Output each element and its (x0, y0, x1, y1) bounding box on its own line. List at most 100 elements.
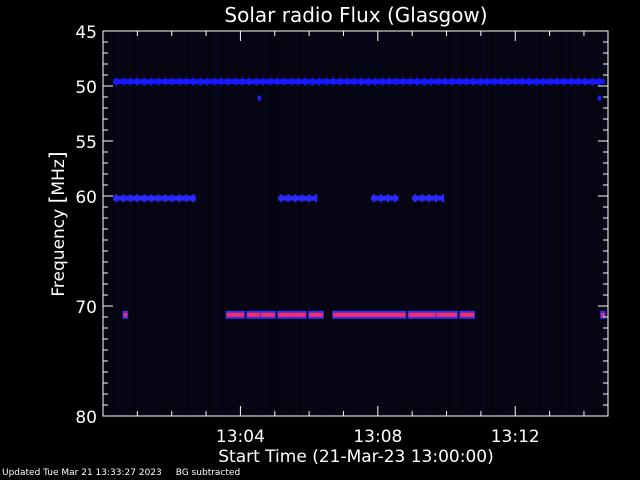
noise-streak (392, 32, 394, 415)
band-dot (374, 77, 377, 86)
noise-streak (563, 32, 565, 415)
band-dot (213, 77, 216, 86)
band-segment (113, 195, 196, 201)
noise-streak (479, 32, 481, 415)
noise-streak (254, 32, 256, 415)
noise-streak (104, 32, 106, 415)
band-dot (178, 194, 181, 203)
band-dot (220, 77, 223, 86)
noise-streak (581, 32, 583, 415)
band-dot (465, 77, 468, 86)
band-dot (122, 77, 125, 86)
noise-streak (482, 32, 484, 415)
noise-streak (134, 32, 136, 415)
band-dot (598, 77, 601, 86)
noise-streak (557, 32, 559, 415)
band-dot (185, 77, 188, 86)
noise-streak (155, 32, 157, 415)
band-dot (129, 77, 132, 86)
band-dot (143, 194, 146, 203)
noise-streak (266, 32, 268, 415)
y-axis-label: Frequency [MHz] (45, 151, 69, 296)
band-dot (486, 77, 489, 86)
noise-streak (224, 32, 226, 415)
noise-streak (440, 32, 442, 415)
noise-streak (524, 32, 526, 415)
noise-streak (119, 32, 121, 415)
band-dot (393, 194, 396, 203)
band-dot (435, 194, 438, 203)
band-dot (136, 194, 139, 203)
x-tick-labels: 13:04 13:08 13:12 (216, 427, 540, 447)
band-dot (332, 77, 335, 86)
noise-streak (425, 32, 427, 415)
update-timestamp: Updated Tue Mar 21 13:33:27 2023 (2, 468, 162, 478)
noise-streak (416, 32, 418, 415)
band-dot (528, 77, 531, 86)
noise-streak (533, 32, 535, 415)
noise-streak (422, 32, 424, 415)
noise-streak (545, 32, 547, 415)
noise-streak (383, 32, 385, 415)
noise-streak (197, 32, 199, 415)
noise-streak (464, 32, 466, 415)
noise-streak (401, 32, 403, 415)
noise-streak (494, 32, 496, 415)
noise-streak (260, 32, 262, 415)
noise-streak (578, 32, 580, 415)
band-segment (460, 312, 475, 317)
noise-streak (281, 32, 283, 415)
band-dot (542, 77, 545, 86)
band-dot (301, 194, 304, 203)
noise-streak (458, 32, 460, 415)
band-segment (261, 312, 275, 317)
y-axis-label-prefix: Frequency (49, 203, 69, 296)
noise-streak (107, 32, 109, 415)
band-dot (591, 77, 594, 86)
band-dot (479, 77, 482, 86)
noise-streak (560, 32, 562, 415)
noise-streak (176, 32, 178, 415)
noise-streak (332, 32, 334, 415)
band-dot (206, 77, 209, 86)
noise-streak (353, 32, 355, 415)
band-dot (164, 194, 167, 203)
band-dot (171, 194, 174, 203)
band-dot (122, 194, 125, 203)
band-dot (325, 77, 328, 86)
noise-streak (314, 32, 316, 415)
noise-streak (434, 32, 436, 415)
band-dot (269, 77, 272, 86)
noise-streak (149, 32, 151, 415)
band-dot (500, 77, 503, 86)
band-dot (451, 77, 454, 86)
band-dot (150, 194, 153, 203)
band-dot (318, 77, 321, 86)
noise-streak (572, 32, 574, 415)
band-dot (234, 77, 237, 86)
y-tick-labels: 45 50 55 60 70 80 (75, 23, 97, 428)
band-dot (507, 77, 510, 86)
band-dot (283, 77, 286, 86)
noise-streak (500, 32, 502, 415)
noise-streak (221, 32, 223, 415)
band-dot (339, 77, 342, 86)
band-dot (241, 77, 244, 86)
x-tick-label: 13:04 (216, 427, 265, 447)
noise-streak (338, 32, 340, 415)
noise-streak (539, 32, 541, 415)
noise-streak (488, 32, 490, 415)
noise-streak (419, 32, 421, 415)
band-dot (143, 77, 146, 86)
band-dot (372, 194, 375, 203)
noise-streak (569, 32, 571, 415)
noise-streak (512, 32, 514, 415)
band-dot (556, 77, 559, 86)
band-dot (430, 77, 433, 86)
noise-streak (566, 32, 568, 415)
noise-streak (476, 32, 478, 415)
band-dot (458, 77, 461, 86)
band-dot (315, 194, 318, 203)
noise-streak (386, 32, 388, 415)
noise-streak (227, 32, 229, 415)
